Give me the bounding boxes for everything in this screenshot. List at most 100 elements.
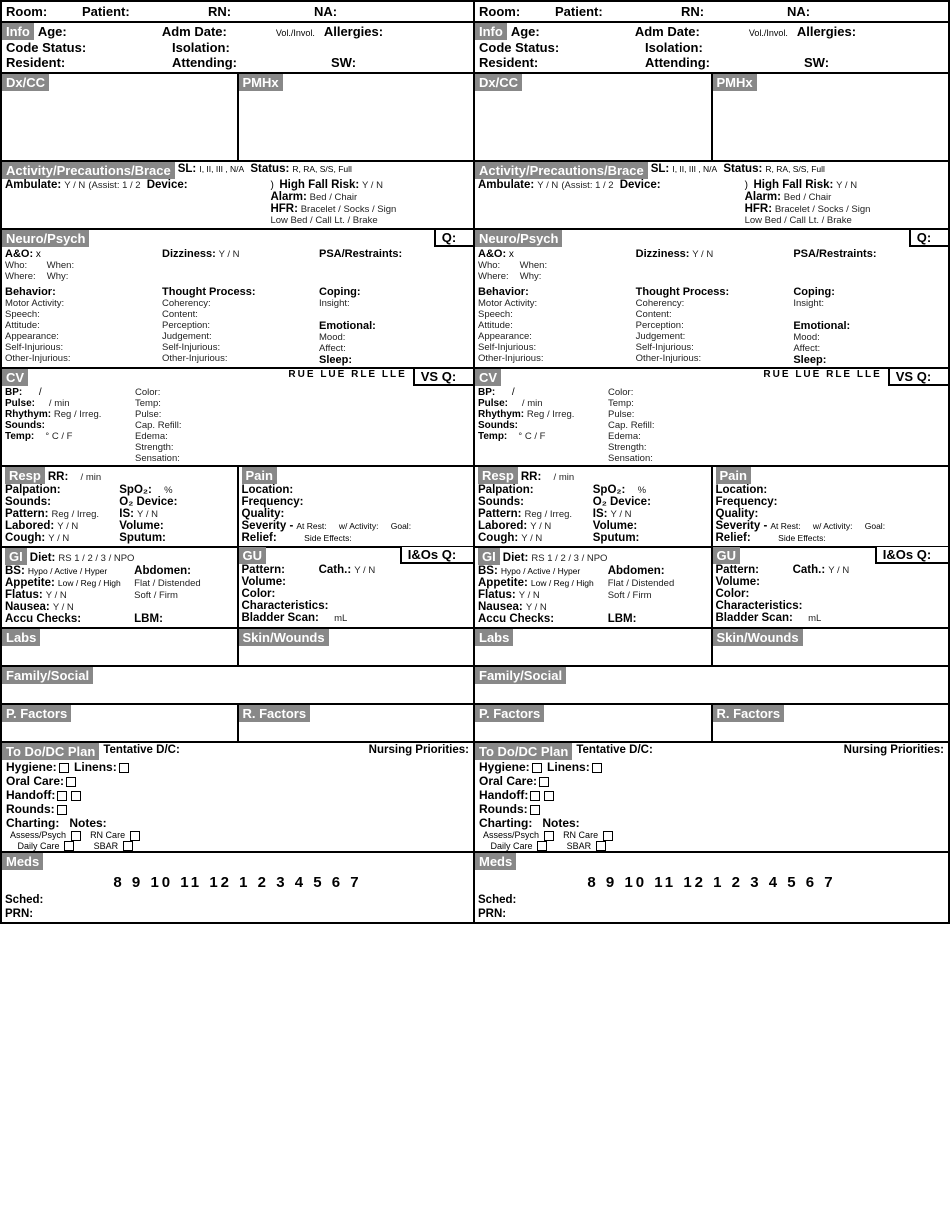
mood-label: Mood: (793, 332, 819, 343)
patient-label: Patient: (82, 4, 202, 19)
hygiene-checkbox[interactable] (532, 763, 542, 773)
cv-header: CV (475, 369, 501, 386)
sbar-checkbox[interactable] (596, 841, 606, 851)
assess-label: Assess/Psych (483, 830, 539, 840)
notes-label: Notes: (542, 816, 579, 830)
rr-label: RR: (48, 471, 68, 483)
who-label: Who: (5, 260, 27, 271)
thought-label: Thought Process: (162, 286, 256, 298)
handoff-checkbox-2[interactable] (71, 791, 81, 801)
page: Room: Patient: RN: NA: Info Age: Adm Dat… (0, 0, 950, 924)
dxcc-header: Dx/CC (475, 74, 522, 91)
vol-invol-label: Vol./Invol. (749, 28, 797, 38)
factors-row: P. Factors R. Factors (475, 705, 948, 743)
mood-label: Mood: (319, 332, 345, 343)
sputum-label: Sputum: (119, 532, 166, 544)
oral-checkbox[interactable] (66, 777, 76, 787)
bp-label: BP: (5, 387, 22, 398)
hfr2-label: HFR: (745, 203, 772, 215)
cv-cap: Cap. Refill: (135, 420, 181, 431)
sl-opts: I, II, III , N/A (672, 164, 717, 174)
appetite-label: Appetite: (478, 577, 528, 589)
pain-location: Location: (716, 484, 768, 496)
behavior-label: Behavior: (5, 286, 56, 298)
gu-pattern: Pattern: (242, 564, 285, 576)
motor-label: Motor Activity: (5, 298, 64, 309)
linens-label: Linens: (547, 760, 590, 774)
neuro-section: Neuro/Psych Q: A&O: x Who: When: Where: … (2, 230, 473, 369)
gu-cath: Cath.: (793, 564, 826, 576)
factors-row: P. Factors R. Factors (2, 705, 473, 743)
content-label: Content: (162, 309, 198, 320)
rncare-checkbox[interactable] (130, 831, 140, 841)
emotional-label: Emotional: (793, 320, 850, 332)
flatus-label: Flatus: (478, 589, 516, 601)
rncare-label: RN Care (563, 830, 598, 840)
selfinj-label: Self-Injurious: (5, 342, 63, 353)
otherinj-label: Other-Injurious: (5, 353, 70, 364)
tentative-label: Tentative D/C: (572, 743, 656, 757)
pain-location: Location: (242, 484, 294, 496)
cv-edema: Edema: (135, 431, 168, 442)
rncare-checkbox[interactable] (603, 831, 613, 841)
na-label: NA: (314, 4, 337, 19)
oral-checkbox[interactable] (539, 777, 549, 787)
diet-label: Diet: (30, 552, 56, 564)
motor-label: Motor Activity: (478, 298, 537, 309)
notes-label: Notes: (69, 816, 106, 830)
flatus-label: Flatus: (5, 589, 43, 601)
activity-section: Activity/Precautions/Brace SL: I, II, II… (475, 162, 948, 230)
pain-quality: Quality: (242, 508, 285, 520)
ioq-label: I&Os Q: (400, 547, 473, 564)
assess-checkbox[interactable] (71, 831, 81, 841)
labs-skin-row: Labs Skin/Wounds (2, 629, 473, 667)
alarm-label: Alarm: (270, 191, 306, 203)
daily-checkbox[interactable] (537, 841, 547, 851)
assess-checkbox[interactable] (544, 831, 554, 841)
hygiene-checkbox[interactable] (59, 763, 69, 773)
rr-label: RR: (521, 471, 541, 483)
abdomen-label: Abdomen: (608, 565, 665, 577)
sl-label: SL: (178, 163, 197, 175)
rounds-label: Rounds: (479, 802, 528, 816)
family-row: Family/Social (2, 667, 473, 705)
is-label: IS: (119, 508, 134, 520)
pain-quality: Quality: (716, 508, 759, 520)
pain-goal: Goal: (391, 521, 411, 531)
selfinj2-label: Self-Injurious: (636, 342, 694, 353)
linens-checkbox[interactable] (592, 763, 602, 773)
handoff-label: Handoff: (479, 788, 528, 802)
handoff-checkbox-1[interactable] (57, 791, 67, 801)
todo-header: To Do/DC Plan (475, 743, 572, 760)
rounds-checkbox[interactable] (57, 805, 67, 815)
ambulate-label: Ambulate: (5, 179, 61, 191)
appearance-label: Appearance: (5, 331, 59, 342)
age-label: Age: (511, 24, 631, 39)
lbm-label: LBM: (134, 613, 163, 625)
handoff-checkbox-2[interactable] (544, 791, 554, 801)
cv-strength: Strength: (608, 442, 647, 453)
todo-header: To Do/DC Plan (2, 743, 99, 760)
rounds-checkbox[interactable] (530, 805, 540, 815)
emotional-label: Emotional: (319, 320, 376, 332)
neuro-q: Q: (909, 230, 948, 247)
cv-section: CV RUE LUE RLE LLE VS Q: BP: / Pulse: / … (2, 369, 473, 467)
topbar: Room: Patient: RN: NA: (2, 0, 473, 23)
daily-checkbox[interactable] (64, 841, 74, 851)
sbar-checkbox[interactable] (123, 841, 133, 851)
hfr-label: High Fall Risk: (279, 179, 359, 191)
gi-gu-row: GI Diet: RS 1 / 2 / 3 / NPO BS: Hypo / A… (2, 548, 473, 629)
attending-label: Attending: (172, 55, 327, 70)
room-label: Room: (6, 4, 76, 19)
meds-hours: 8 9 10 11 12 1 2 3 4 5 6 7 (2, 871, 473, 894)
resp-header: Resp (478, 467, 518, 484)
pfactors-header: P. Factors (2, 705, 71, 722)
pmhx-header: PMHx (239, 74, 283, 91)
handoff-checkbox-1[interactable] (530, 791, 540, 801)
cv-sensation: Sensation: (608, 453, 653, 464)
cv-sensation: Sensation: (135, 453, 180, 464)
who-label: Who: (478, 260, 500, 271)
gu-char: Characteristics: (242, 600, 329, 612)
cv-section: CV RUE LUE RLE LLE VS Q: BP: / Pulse: / … (475, 369, 948, 467)
linens-checkbox[interactable] (119, 763, 129, 773)
